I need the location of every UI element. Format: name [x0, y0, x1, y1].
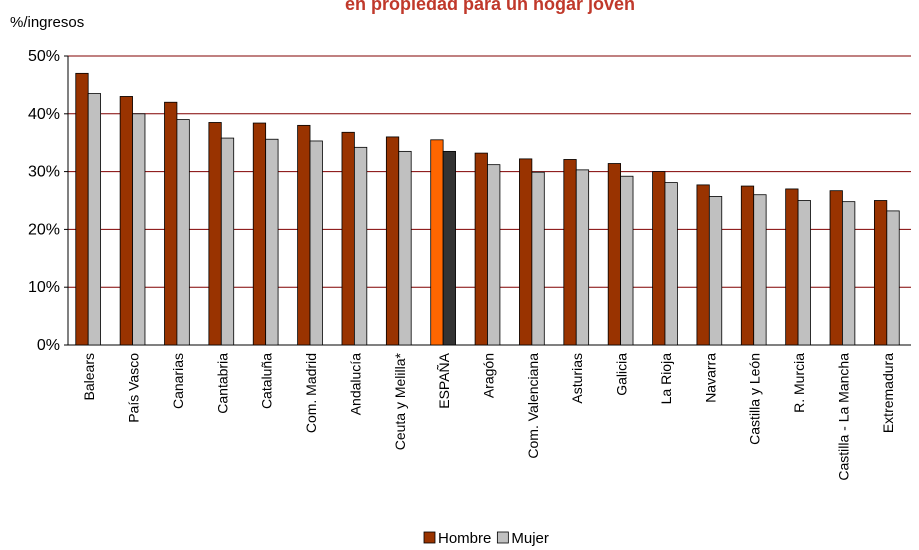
legend-label: Mujer	[511, 530, 549, 547]
bar	[398, 150, 412, 346]
bar	[487, 164, 501, 346]
bar	[740, 185, 755, 346]
bar	[531, 171, 545, 346]
y-tick-label: 40%	[28, 106, 60, 123]
bar	[265, 138, 279, 346]
bar	[708, 196, 723, 346]
chart-title: en propiedad para un hogar joven	[345, 0, 635, 14]
y-tick-label: 50%	[28, 48, 60, 65]
bar	[385, 136, 400, 346]
x-tick-label: ESPAÑA	[436, 352, 452, 408]
x-tick-label: Com. Madrid	[303, 353, 319, 433]
bar	[164, 101, 178, 346]
bar	[220, 137, 235, 346]
bar	[87, 93, 102, 346]
bar	[785, 188, 799, 346]
x-tick-label: La Rioja	[658, 353, 674, 405]
bar	[353, 146, 368, 346]
x-tick-label: Castilla - La Mancha	[835, 353, 851, 481]
x-tick-label: Castilla y León	[747, 353, 763, 445]
bar	[176, 119, 190, 346]
bar	[252, 122, 267, 346]
x-tick-label: Cantabria	[214, 353, 230, 414]
bar	[842, 201, 856, 346]
x-tick-label: Com. Valenciana	[525, 353, 541, 459]
bar	[886, 210, 900, 346]
bar	[208, 122, 222, 346]
y-tick-label: 20%	[28, 221, 60, 238]
y-axis-label: %/ingresos	[10, 14, 84, 31]
bar	[119, 96, 133, 346]
x-tick-label: Canarias	[170, 353, 186, 409]
bar	[607, 163, 622, 346]
x-tick-label: Asturias	[569, 353, 585, 404]
bar	[664, 182, 678, 346]
legend-swatch	[423, 531, 436, 544]
bar	[575, 169, 590, 346]
y-tick-label: 0%	[37, 337, 60, 354]
x-tick-label: Extremadura	[880, 353, 896, 433]
bar	[620, 175, 634, 346]
x-tick-label: País Vasco	[126, 353, 142, 423]
bar	[430, 139, 444, 346]
x-tick-label: Navarra	[702, 353, 718, 403]
x-tick-label: R. Murcia	[791, 353, 807, 413]
legend-label: Hombre	[438, 530, 491, 547]
bar	[753, 194, 767, 346]
bar	[75, 72, 89, 346]
bar	[563, 159, 577, 346]
bar	[829, 190, 843, 346]
x-tick-label: Aragón	[481, 353, 497, 398]
y-tick-label: 10%	[28, 279, 60, 296]
bar	[696, 184, 710, 346]
x-tick-label: Andalucía	[347, 353, 363, 415]
bar	[797, 200, 811, 346]
x-tick-label: Galicia	[614, 353, 630, 396]
y-tick-label: 30%	[28, 164, 60, 181]
x-tick-label: Balears	[81, 353, 97, 400]
x-tick-label: Ceuta y Melilla*	[392, 352, 408, 450]
bar	[474, 152, 488, 346]
legend-swatch	[496, 531, 509, 544]
x-tick-label: Cataluña	[259, 353, 275, 409]
bar	[309, 140, 323, 346]
bar	[519, 158, 533, 346]
bar	[442, 150, 456, 346]
bar	[341, 131, 355, 346]
bar	[297, 124, 311, 346]
bar	[132, 113, 146, 346]
bar	[873, 200, 888, 346]
bar	[652, 171, 666, 346]
